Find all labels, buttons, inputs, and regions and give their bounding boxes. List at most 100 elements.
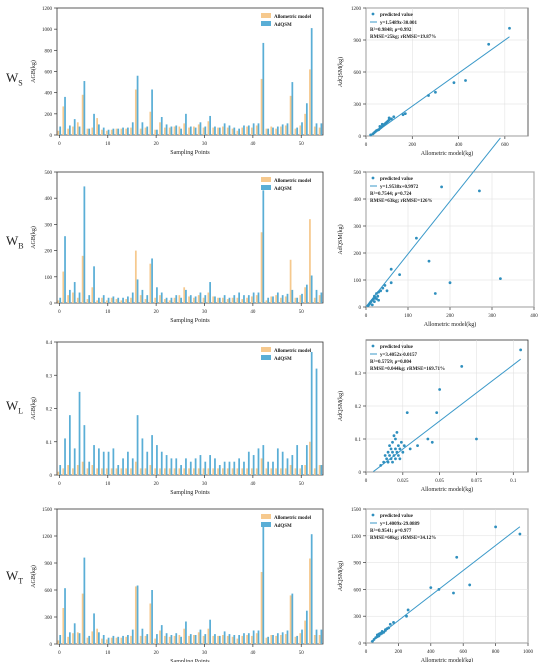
scatter-point-3-16	[381, 286, 385, 290]
bar-6-s1-44	[272, 635, 274, 644]
scatter-point-5-1	[382, 460, 386, 464]
bar-6-s1-34	[223, 631, 226, 644]
scatter-point-1-19	[390, 117, 393, 121]
bar-plot-frame-6	[56, 508, 324, 645]
bar-4-s0-48	[289, 465, 292, 475]
bar-6-s0-35	[226, 635, 229, 644]
scatter-point-3-22	[415, 236, 418, 240]
bar-0-s0-19	[149, 111, 152, 135]
bar-0-s0-23	[168, 127, 171, 135]
bar-4-s0-38	[241, 468, 244, 475]
bar-4-s0-27	[188, 468, 190, 475]
legend-label-4-1: AdQSM	[274, 357, 292, 362]
bar-4-s0-28	[192, 468, 195, 475]
bar-2-s0-35	[226, 299, 229, 303]
bar-0-s1-2	[68, 125, 71, 135]
bar-2-s1-35	[228, 297, 231, 303]
y-tick-label-3-2: 200	[354, 252, 362, 257]
x-tick-label-6-4: 40	[250, 651, 256, 656]
bar-0-s0-31	[207, 121, 210, 135]
bar-0-s1-11	[112, 128, 115, 135]
bar-0-s1-40	[252, 123, 255, 135]
bar-4-s0-33	[217, 468, 219, 475]
x-tick-label-0-0: 0	[58, 142, 61, 147]
bar-6-s0-40	[251, 635, 253, 644]
bar-2-s0-47	[284, 296, 287, 303]
bar-6-s0-32	[212, 635, 215, 644]
y-tick-label-3-0: 0	[359, 306, 362, 311]
bar-2-s0-53	[313, 297, 316, 303]
bar-4-s1-32	[214, 458, 216, 475]
bar-2-s1-26	[185, 289, 187, 303]
bar-4-s0-5	[81, 461, 84, 475]
bar-4-s1-31	[209, 455, 211, 475]
scatter-point-1-21	[401, 113, 405, 117]
bar-6-s0-9	[101, 638, 103, 644]
bar-0-s1-10	[107, 129, 110, 135]
bar-2-s1-8	[98, 297, 100, 303]
bar-2-s1-19	[151, 258, 153, 303]
bar-4-s0-22	[163, 468, 166, 475]
bar-2-s0-36	[231, 297, 234, 303]
scatter-point-5-3	[385, 457, 389, 461]
bar-0-s0-28	[192, 126, 195, 135]
scatter-point-5-6	[388, 454, 391, 457]
bar-0-s0-22	[163, 127, 166, 135]
bar-2-s0-4	[76, 297, 79, 303]
bar-6-s0-1	[62, 608, 65, 644]
bar-2-s1-53	[315, 289, 318, 303]
scatter-point-1-20	[392, 115, 396, 119]
fit-line-1	[370, 36, 510, 137]
bar-6-s0-4	[76, 632, 79, 644]
x-tick-label-6-5: 50	[299, 651, 305, 656]
scatter-point-3-13	[377, 290, 380, 294]
bar-6-s0-17	[139, 635, 142, 644]
bar-4-s1-45	[276, 448, 279, 475]
bar-2-s1-34	[223, 295, 226, 303]
x-axis-label-2: Sampling Points	[170, 318, 210, 324]
bar-0-s0-26	[183, 123, 186, 135]
bar-2-s0-44	[270, 296, 273, 303]
bar-0-s0-39	[246, 126, 248, 135]
bar-4-s0-12	[115, 468, 118, 475]
scatter-point-5-0	[379, 464, 383, 467]
legend-marker-1	[371, 12, 375, 16]
bar-2-s0-30	[202, 297, 205, 303]
bar-6-s0-53	[313, 635, 316, 644]
bar-4-s1-40	[252, 455, 255, 475]
scatter-point-3-5	[370, 303, 374, 307]
legend-swatch-2-1	[261, 185, 271, 190]
bar-0-s0-10	[105, 130, 108, 135]
y-tick-label-2-4: 400	[45, 197, 53, 202]
bar-0-s1-47	[286, 123, 289, 135]
scatter-point-5-2	[383, 454, 387, 457]
scatter-point-3-25	[440, 185, 443, 189]
bar-0-s0-54	[318, 127, 321, 135]
bar-2-s0-24	[173, 297, 176, 303]
scatter-point-3-19	[389, 281, 393, 285]
bar-2-s0-40	[251, 296, 253, 303]
bar-0-s1-30	[204, 126, 207, 135]
bar-0-s1-37	[238, 128, 241, 135]
bar-4-s0-44	[270, 468, 273, 475]
bar-0-s1-27	[189, 126, 192, 135]
x-tick-label-1-2: 400	[455, 143, 463, 148]
bar-0-s0-5	[81, 94, 84, 135]
bar-0-s1-41	[257, 123, 260, 135]
scatter-point-5-22	[398, 447, 402, 451]
x-tick-label-5-4: 0.1	[510, 479, 517, 484]
bar-0-s1-14	[127, 127, 129, 135]
bar-4-s1-42	[262, 445, 265, 475]
bar-4-s0-51	[304, 465, 306, 475]
bar-6-s0-44	[270, 635, 273, 644]
stats-label-b-7: RMSE=60kg; rRMSE=34.12%	[370, 536, 436, 541]
x-tick-label-0-1: 10	[105, 142, 111, 147]
bar-4-s1-3	[73, 448, 76, 475]
bar-2-s0-20	[154, 297, 157, 303]
scatter-point-5-21	[397, 444, 400, 447]
scatter-point-3-27	[478, 189, 481, 193]
bar-2-s1-15	[131, 292, 134, 303]
bar-6-s0-3	[72, 633, 74, 644]
bar-2-s1-27	[189, 295, 192, 303]
bar-4-s0-4	[76, 465, 79, 475]
